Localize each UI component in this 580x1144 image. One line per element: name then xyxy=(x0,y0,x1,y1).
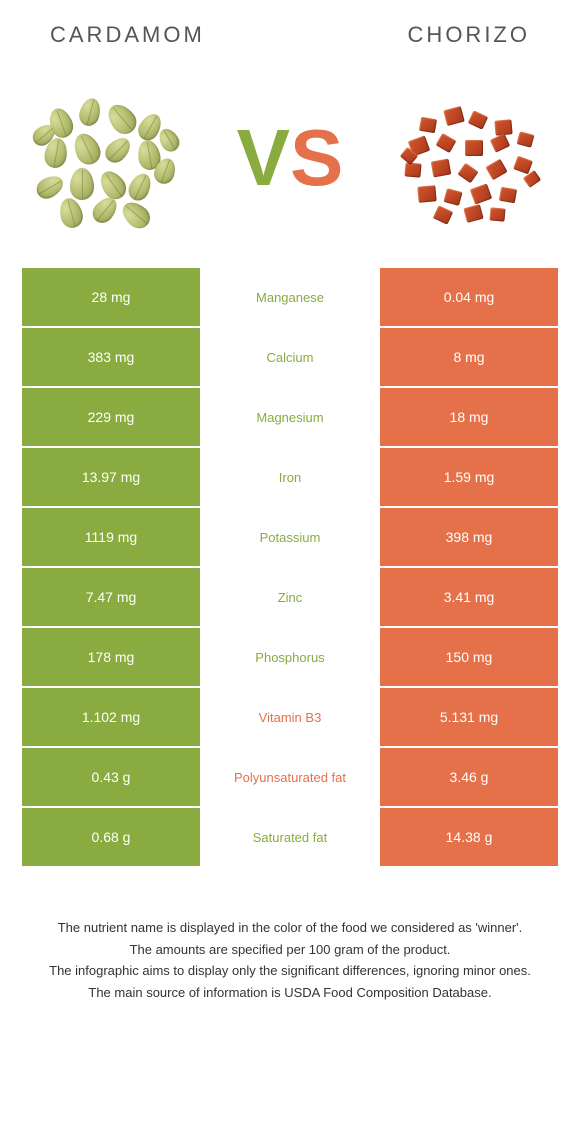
table-row: 13.97 mgIron1.59 mg xyxy=(22,448,558,506)
nutrient-label: Magnesium xyxy=(200,388,380,446)
table-row: 1119 mgPotassium398 mg xyxy=(22,508,558,566)
left-food-title: CARDAMOM xyxy=(50,22,205,48)
left-value: 7.47 mg xyxy=(22,568,200,626)
right-value: 150 mg xyxy=(380,628,558,686)
nutrient-label: Manganese xyxy=(200,268,380,326)
cardamom-image xyxy=(30,78,190,238)
left-value: 0.43 g xyxy=(22,748,200,806)
table-row: 178 mgPhosphorus150 mg xyxy=(22,628,558,686)
nutrient-label: Polyunsaturated fat xyxy=(200,748,380,806)
right-value: 14.38 g xyxy=(380,808,558,866)
left-value: 28 mg xyxy=(22,268,200,326)
right-food-title: CHORIZO xyxy=(408,22,530,48)
table-row: 1.102 mgVitamin B35.131 mg xyxy=(22,688,558,746)
left-value: 1119 mg xyxy=(22,508,200,566)
nutrient-label: Vitamin B3 xyxy=(200,688,380,746)
nutrient-label: Iron xyxy=(200,448,380,506)
vs-label: V S xyxy=(237,118,344,198)
vs-row: V S xyxy=(0,58,580,268)
table-row: 0.68 gSaturated fat14.38 g xyxy=(22,808,558,866)
footer-line: The amounts are specified per 100 gram o… xyxy=(40,940,540,960)
nutrient-label: Phosphorus xyxy=(200,628,380,686)
right-value: 3.46 g xyxy=(380,748,558,806)
left-value: 178 mg xyxy=(22,628,200,686)
footer-notes: The nutrient name is displayed in the co… xyxy=(0,868,580,1024)
vs-v-letter: V xyxy=(237,118,290,198)
nutrient-label: Potassium xyxy=(200,508,380,566)
right-value: 3.41 mg xyxy=(380,568,558,626)
table-row: 229 mgMagnesium18 mg xyxy=(22,388,558,446)
right-value: 0.04 mg xyxy=(380,268,558,326)
header: CARDAMOM CHORIZO xyxy=(0,0,580,58)
table-row: 7.47 mgZinc3.41 mg xyxy=(22,568,558,626)
right-value: 1.59 mg xyxy=(380,448,558,506)
right-value: 18 mg xyxy=(380,388,558,446)
nutrient-label: Zinc xyxy=(200,568,380,626)
nutrient-label: Calcium xyxy=(200,328,380,386)
left-value: 1.102 mg xyxy=(22,688,200,746)
footer-line: The nutrient name is displayed in the co… xyxy=(40,918,540,938)
table-row: 383 mgCalcium8 mg xyxy=(22,328,558,386)
right-value: 5.131 mg xyxy=(380,688,558,746)
left-value: 229 mg xyxy=(22,388,200,446)
left-value: 383 mg xyxy=(22,328,200,386)
chorizo-image xyxy=(390,78,550,238)
right-value: 8 mg xyxy=(380,328,558,386)
right-value: 398 mg xyxy=(380,508,558,566)
nutrient-label: Saturated fat xyxy=(200,808,380,866)
footer-line: The main source of information is USDA F… xyxy=(40,983,540,1003)
comparison-table: 28 mgManganese0.04 mg383 mgCalcium8 mg22… xyxy=(0,268,580,866)
footer-line: The infographic aims to display only the… xyxy=(40,961,540,981)
vs-s-letter: S xyxy=(290,118,343,198)
left-value: 0.68 g xyxy=(22,808,200,866)
table-row: 28 mgManganese0.04 mg xyxy=(22,268,558,326)
table-row: 0.43 gPolyunsaturated fat3.46 g xyxy=(22,748,558,806)
left-value: 13.97 mg xyxy=(22,448,200,506)
